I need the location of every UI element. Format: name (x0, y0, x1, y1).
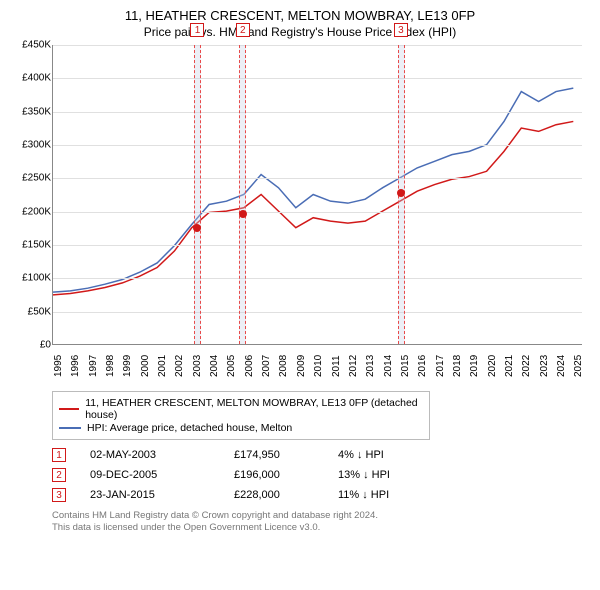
y-tick-label: £0 (11, 340, 51, 351)
legend-item: 11, HEATHER CRESCENT, MELTON MOWBRAY, LE… (59, 397, 423, 421)
y-tick-label: £150K (11, 240, 51, 251)
marker-number: 2 (236, 23, 250, 37)
x-tick-label: 2020 (487, 355, 498, 377)
y-tick-label: £300K (11, 140, 51, 151)
marker-number: 1 (190, 23, 204, 37)
x-tick-label: 2018 (452, 355, 463, 377)
x-tick-label: 2001 (157, 355, 168, 377)
x-tick-label: 2014 (383, 355, 394, 377)
x-tick-label: 2012 (348, 355, 359, 377)
x-tick-label: 2024 (556, 355, 567, 377)
event-row: 3 23-JAN-2015 £228,000 11% ↓ HPI (52, 488, 590, 502)
event-date: 09-DEC-2005 (90, 469, 210, 481)
gridline (53, 78, 582, 79)
x-tick-label: 2019 (469, 355, 480, 377)
series-property (53, 121, 573, 294)
x-tick-label: 2025 (573, 355, 584, 377)
event-pct: 11% ↓ HPI (338, 489, 448, 501)
x-tick-label: 2004 (209, 355, 220, 377)
y-tick-label: £100K (11, 273, 51, 284)
y-tick-label: £350K (11, 106, 51, 117)
y-tick-label: £50K (11, 306, 51, 317)
y-tick-label: £250K (11, 173, 51, 184)
event-row: 2 09-DEC-2005 £196,000 13% ↓ HPI (52, 468, 590, 482)
x-tick-label: 2008 (278, 355, 289, 377)
chart-subtitle: Price paid vs. HM Land Registry's House … (10, 25, 590, 39)
x-tick-label: 2010 (313, 355, 324, 377)
x-tick-label: 2023 (539, 355, 550, 377)
footer: Contains HM Land Registry data © Crown c… (52, 510, 590, 534)
plot-region: £0£50K£100K£150K£200K£250K£300K£350K£400… (52, 45, 582, 345)
event-pct: 4% ↓ HPI (338, 449, 448, 461)
marker-dot (397, 189, 405, 197)
footer-line-2: This data is licensed under the Open Gov… (52, 522, 590, 534)
gridline (53, 278, 582, 279)
marker-dot (193, 224, 201, 232)
marker-dot (239, 210, 247, 218)
x-tick-label: 2003 (192, 355, 203, 377)
x-tick-label: 2013 (365, 355, 376, 377)
x-tick-label: 1999 (122, 355, 133, 377)
x-tick-label: 2017 (435, 355, 446, 377)
event-row: 1 02-MAY-2003 £174,950 4% ↓ HPI (52, 448, 590, 462)
gridline (53, 245, 582, 246)
marker-number: 3 (394, 23, 408, 37)
x-tick-label: 2011 (331, 355, 342, 377)
x-tick-label: 1998 (105, 355, 116, 377)
gridline (53, 112, 582, 113)
event-number: 1 (52, 448, 66, 462)
legend-label: HPI: Average price, detached house, Melt… (87, 422, 292, 434)
x-tick-label: 2005 (226, 355, 237, 377)
line-layer (53, 45, 582, 344)
x-tick-label: 2021 (504, 355, 515, 377)
y-tick-label: £450K (11, 40, 51, 51)
legend: 11, HEATHER CRESCENT, MELTON MOWBRAY, LE… (52, 391, 430, 440)
gridline (53, 212, 582, 213)
x-tick-label: 2016 (417, 355, 428, 377)
x-tick-label: 2002 (174, 355, 185, 377)
chart-title: 11, HEATHER CRESCENT, MELTON MOWBRAY, LE… (10, 8, 590, 23)
legend-item: HPI: Average price, detached house, Melt… (59, 422, 423, 434)
gridline (53, 178, 582, 179)
marker-band (239, 45, 246, 344)
event-number: 3 (52, 488, 66, 502)
x-tick-label: 2022 (521, 355, 532, 377)
chart-container: 11, HEATHER CRESCENT, MELTON MOWBRAY, LE… (0, 0, 600, 590)
x-tick-label: 2007 (261, 355, 272, 377)
series-hpi (53, 88, 573, 292)
event-price: £174,950 (234, 449, 314, 461)
x-tick-label: 2000 (140, 355, 151, 377)
gridline (53, 45, 582, 46)
legend-label: 11, HEATHER CRESCENT, MELTON MOWBRAY, LE… (85, 397, 423, 421)
y-tick-label: £400K (11, 73, 51, 84)
x-tick-label: 2006 (244, 355, 255, 377)
x-tick-label: 2009 (296, 355, 307, 377)
footer-line-1: Contains HM Land Registry data © Crown c… (52, 510, 590, 522)
legend-swatch (59, 427, 81, 429)
event-date: 23-JAN-2015 (90, 489, 210, 501)
x-tick-label: 1997 (88, 355, 99, 377)
marker-band (194, 45, 201, 344)
event-price: £196,000 (234, 469, 314, 481)
event-price: £228,000 (234, 489, 314, 501)
gridline (53, 312, 582, 313)
event-date: 02-MAY-2003 (90, 449, 210, 461)
event-pct: 13% ↓ HPI (338, 469, 448, 481)
legend-swatch (59, 408, 79, 410)
x-tick-label: 2015 (400, 355, 411, 377)
x-tick-label: 1995 (53, 355, 64, 377)
event-number: 2 (52, 468, 66, 482)
y-tick-label: £200K (11, 206, 51, 217)
x-tick-label: 1996 (70, 355, 81, 377)
chart-area: £0£50K£100K£150K£200K£250K£300K£350K£400… (52, 45, 582, 385)
events-table: 1 02-MAY-2003 £174,950 4% ↓ HPI 2 09-DEC-2005… (52, 448, 590, 502)
gridline (53, 145, 582, 146)
